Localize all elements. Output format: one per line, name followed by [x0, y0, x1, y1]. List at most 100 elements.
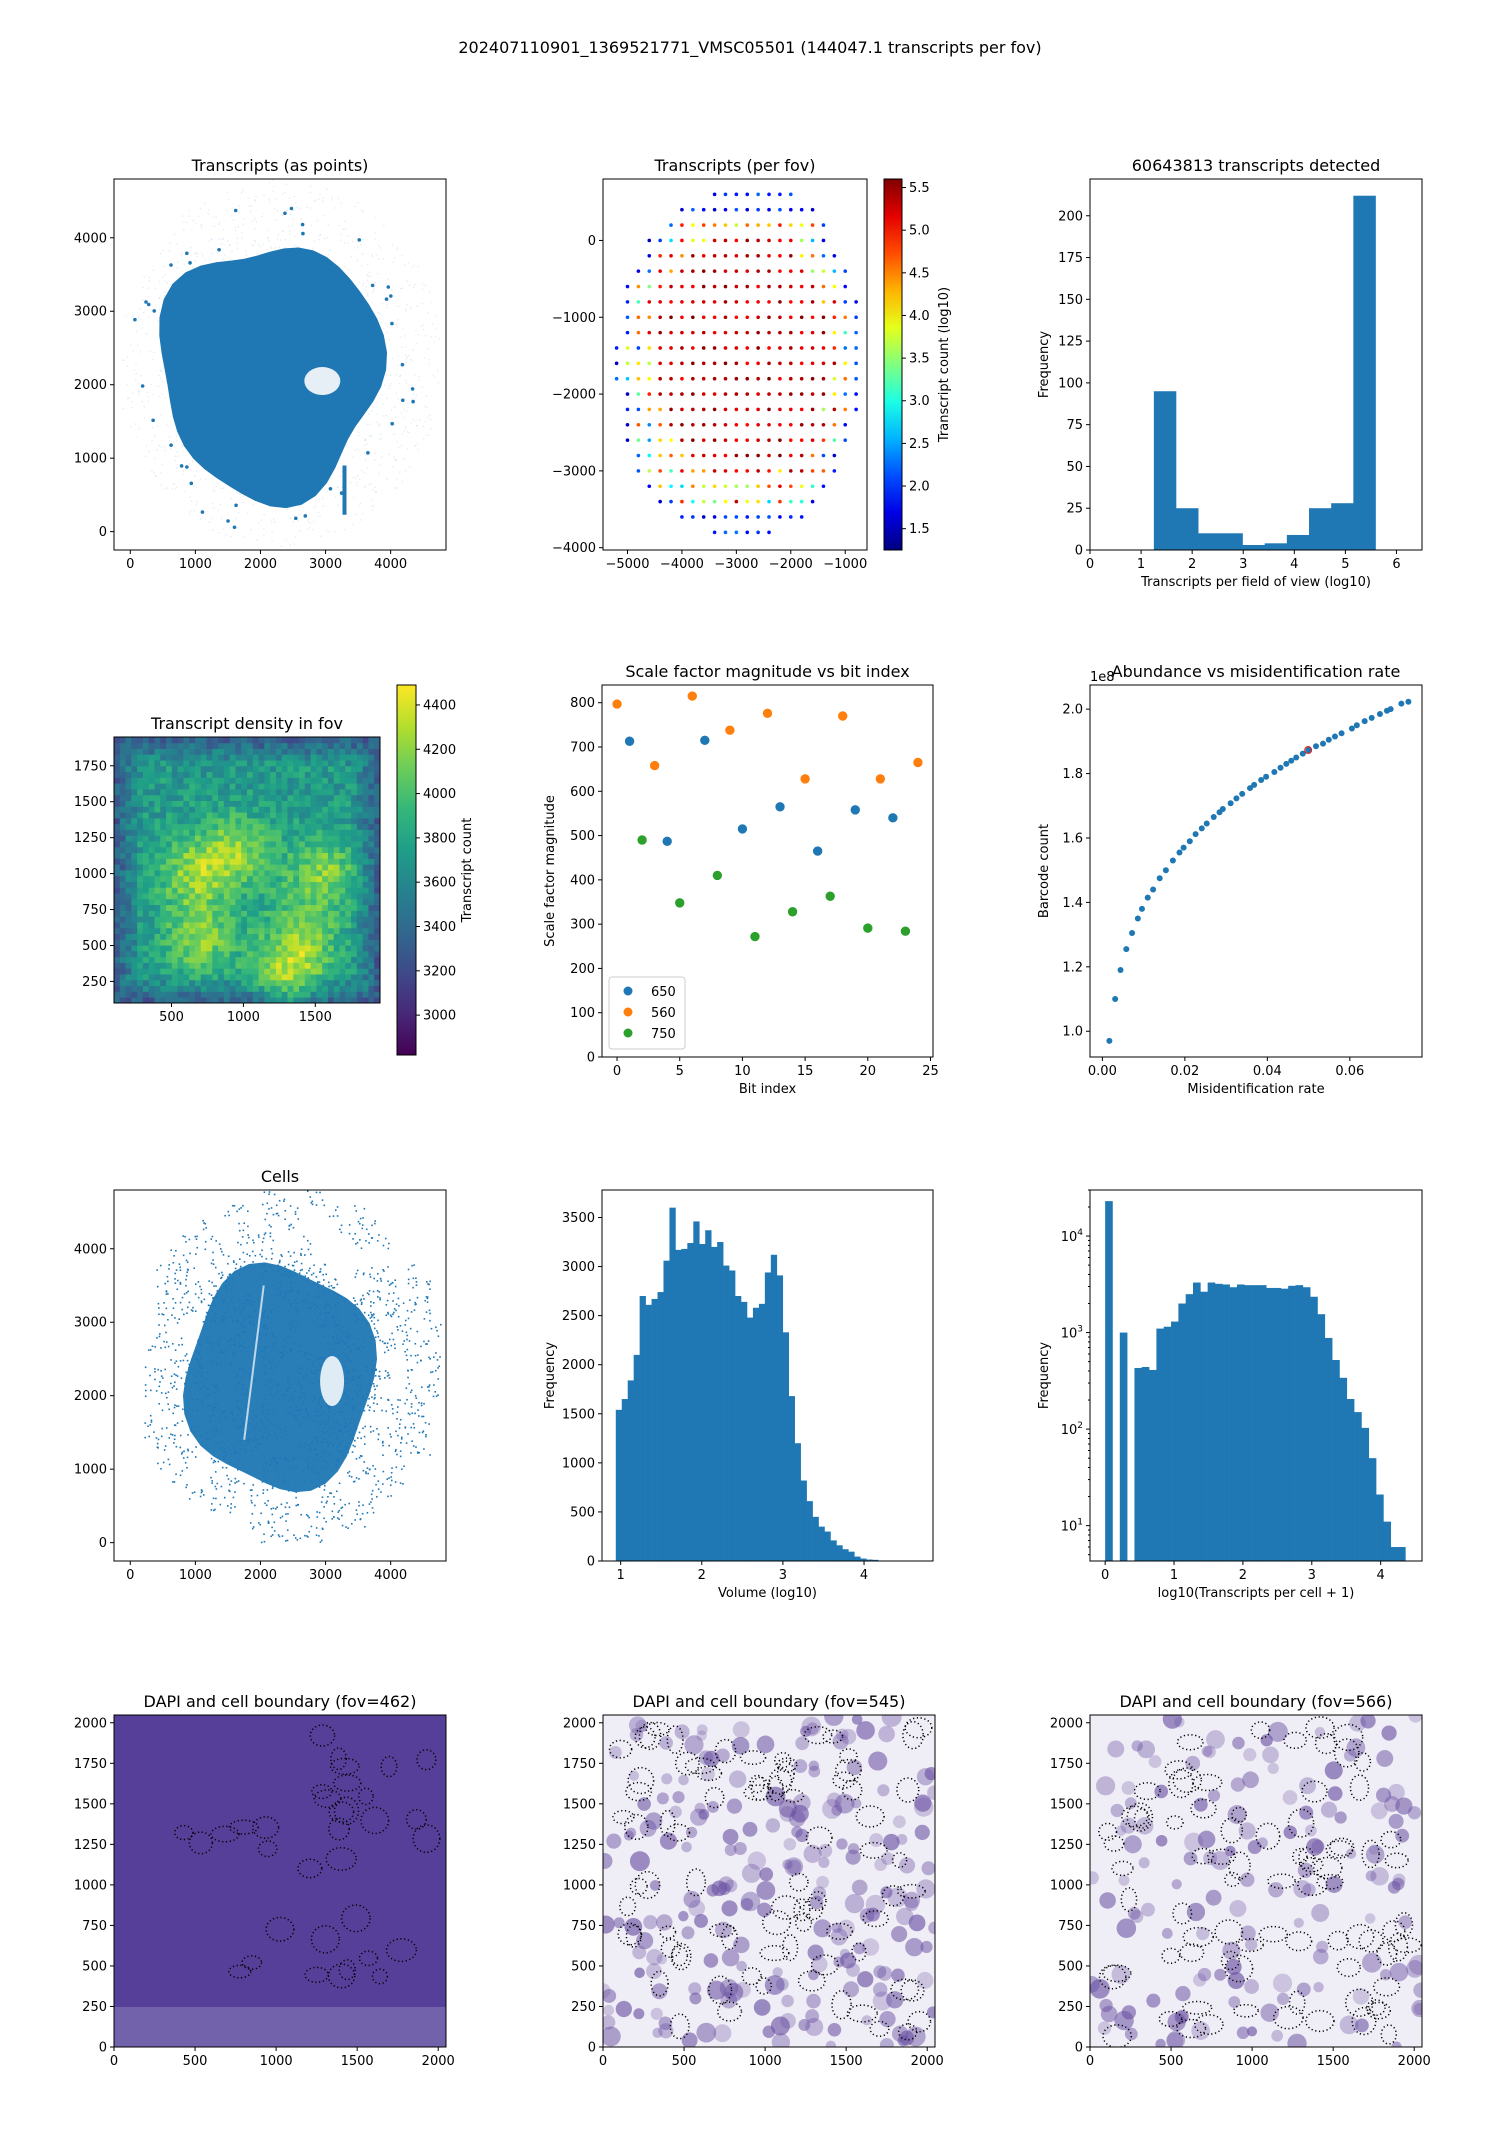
- scatter-point-650: [849, 804, 861, 816]
- fov-point: [810, 315, 815, 320]
- heatmap-cell: [293, 852, 300, 859]
- heatmap-cell: [137, 806, 144, 813]
- heatmap-cell: [189, 997, 196, 1003]
- heatmap-cell: [166, 754, 173, 761]
- scatter-point: [1112, 996, 1119, 1003]
- heatmap-cell: [299, 742, 306, 749]
- heatmap-cell: [374, 823, 380, 830]
- fov-point: [821, 422, 826, 427]
- heatmap-cell: [200, 974, 207, 981]
- heatmap-cell: [131, 933, 138, 940]
- heatmap-cell: [148, 748, 155, 755]
- heatmap-cell: [160, 968, 167, 975]
- heatmap-cell: [304, 898, 312, 906]
- heatmap-cell: [114, 968, 121, 975]
- heatmap-cell: [281, 956, 288, 963]
- transcript-point: [188, 463, 191, 465]
- scatter-point: [1283, 760, 1290, 767]
- heatmap-cell: [304, 910, 312, 917]
- scatter-point: [1239, 790, 1246, 797]
- scatter-point: [1288, 757, 1295, 764]
- heatmap-cell: [316, 939, 323, 946]
- transcript-point: [327, 223, 329, 226]
- transcript-point: [405, 358, 408, 360]
- heatmap-cell: [212, 823, 219, 830]
- cell-point: [187, 1433, 189, 1436]
- fov-point: [734, 207, 739, 212]
- transcript-point: [183, 490, 186, 493]
- fov-point: [756, 192, 760, 197]
- heatmap-cell: [368, 835, 375, 842]
- scatter-point: [1144, 894, 1151, 901]
- heatmap-cell: [171, 875, 179, 882]
- transcript-point: [195, 486, 198, 489]
- fov-point: [756, 484, 760, 489]
- heatmap-cell: [327, 789, 335, 796]
- heatmap-cell: [154, 950, 161, 958]
- cell-point: [296, 1504, 299, 1506]
- transcript-point: [295, 201, 297, 204]
- heatmap-cell: [316, 968, 323, 975]
- heatmap-cell: [333, 974, 340, 981]
- heatmap-cell: [247, 835, 254, 842]
- heatmap-cell: [160, 800, 167, 807]
- cell-point: [296, 1207, 299, 1209]
- x-tick-label: 1500: [299, 1010, 332, 1025]
- heatmap-cell: [235, 922, 242, 929]
- figure-title: 202407110901_1369521771_VMSC05501 (14404…: [458, 38, 1042, 57]
- heatmap-cell: [142, 806, 150, 813]
- fov-point: [701, 515, 706, 519]
- heatmap-cell: [131, 881, 138, 888]
- heatmap-cell: [200, 742, 207, 749]
- heatmap-cell: [362, 760, 369, 767]
- cell-point: [179, 1360, 182, 1362]
- heatmap-cell: [189, 846, 196, 854]
- chart-title: 60643813 transcripts detected: [1132, 156, 1381, 175]
- cell-point: [261, 1481, 264, 1483]
- heatmap-cell: [119, 777, 126, 784]
- cell-point: [250, 1499, 253, 1502]
- heatmap-cell: [241, 945, 248, 952]
- transcript-point: [366, 273, 369, 276]
- transcript-point: [399, 336, 402, 338]
- transcript-point: [158, 374, 160, 377]
- heatmap-cell: [218, 904, 225, 911]
- heatmap-cell: [247, 823, 254, 830]
- fov-point: [658, 484, 662, 489]
- heatmap-cell: [235, 875, 242, 882]
- heatmap-cell: [270, 783, 277, 790]
- heatmap-cell: [183, 933, 190, 940]
- transcript-point: [193, 510, 196, 512]
- heatmap-cell: [114, 748, 121, 755]
- heatmap-cell: [189, 864, 196, 871]
- histogram-bar: [1309, 508, 1332, 550]
- transcript-point: [137, 344, 139, 347]
- heatmap-cell: [189, 985, 196, 992]
- heatmap-cell: [275, 910, 283, 917]
- heatmap-cell: [374, 945, 380, 952]
- heatmap-cell: [252, 870, 259, 877]
- heatmap-cell: [241, 846, 248, 854]
- heatmap-cell: [275, 823, 283, 830]
- transcript-point: [217, 508, 220, 511]
- heatmap-cell: [368, 794, 375, 802]
- transcript-point: [141, 400, 144, 403]
- heatmap-cell: [206, 870, 213, 877]
- heatmap-cell: [264, 974, 271, 981]
- heatmap-cell: [304, 950, 312, 958]
- transcript-point: [350, 256, 353, 258]
- heatmap-cell: [304, 794, 312, 802]
- heatmap-cell: [206, 794, 213, 802]
- transcript-point: [243, 536, 245, 538]
- cell-point: [300, 1513, 302, 1516]
- heatmap-cell: [177, 771, 184, 778]
- heatmap-cell: [194, 771, 202, 778]
- heatmap-cell: [293, 737, 300, 744]
- transcript-point: [136, 330, 138, 332]
- heatmap-cell: [183, 846, 190, 854]
- transcript-point: [426, 416, 429, 419]
- heatmap-cell: [287, 783, 294, 790]
- heatmap-cell: [160, 858, 167, 865]
- heatmap-cell: [327, 765, 335, 773]
- heatmap-cell: [304, 812, 312, 819]
